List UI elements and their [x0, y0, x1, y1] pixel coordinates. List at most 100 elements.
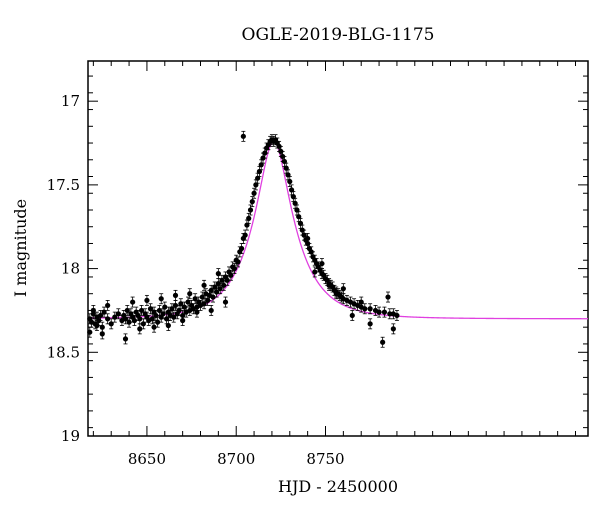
- data-point: [381, 306, 388, 318]
- data-point: [147, 303, 154, 315]
- data-marker: [192, 296, 198, 302]
- data-marker: [221, 282, 227, 288]
- data-marker: [108, 321, 114, 327]
- data-point: [172, 289, 179, 301]
- data-point: [326, 279, 332, 291]
- data-marker: [249, 199, 255, 205]
- data-marker: [124, 307, 130, 314]
- data-point: [162, 301, 168, 313]
- data-marker: [151, 324, 157, 330]
- y-tick-label: 17.5: [47, 176, 80, 194]
- data-marker: [247, 207, 254, 213]
- data-point: [108, 318, 114, 330]
- data-marker: [180, 317, 186, 324]
- data-marker: [319, 260, 325, 267]
- data-marker: [90, 307, 96, 314]
- data-point: [165, 320, 171, 331]
- data-marker: [147, 306, 154, 312]
- data-marker: [162, 304, 168, 310]
- data-point: [251, 187, 257, 199]
- data-marker: [367, 306, 373, 312]
- data-marker: [112, 314, 118, 320]
- data-point: [99, 328, 105, 340]
- data-marker: [185, 299, 191, 305]
- data-point: [194, 306, 200, 318]
- data-point: [380, 336, 386, 348]
- data-point: [151, 321, 157, 333]
- data-point: [344, 294, 350, 306]
- data-point: [180, 315, 186, 326]
- data-marker: [87, 329, 93, 335]
- data-point: [158, 293, 164, 305]
- data-point: [240, 130, 246, 142]
- data-point: [349, 310, 355, 321]
- data-marker: [238, 245, 245, 252]
- data-marker: [235, 259, 241, 265]
- data-point: [390, 323, 396, 335]
- x-tick-label: 8750: [306, 450, 344, 468]
- data-marker: [131, 317, 138, 324]
- data-point: [333, 288, 339, 300]
- data-marker: [349, 312, 355, 319]
- data-marker: [305, 235, 311, 242]
- data-point: [115, 308, 121, 320]
- data-marker: [122, 336, 129, 342]
- chart-title: OGLE-2019-BLG-1175: [242, 25, 435, 45]
- data-marker: [385, 294, 391, 300]
- data-point: [124, 305, 130, 316]
- data-marker: [201, 301, 207, 307]
- data-marker: [130, 299, 136, 305]
- data-point: [201, 279, 207, 291]
- data-marker: [172, 292, 179, 298]
- data-point: [215, 268, 221, 280]
- data-marker: [187, 291, 193, 297]
- data-point: [122, 333, 129, 345]
- data-marker: [105, 316, 111, 322]
- data-marker: [362, 306, 368, 312]
- data-marker: [99, 331, 105, 337]
- data-marker: [312, 269, 318, 275]
- data-marker: [287, 178, 293, 185]
- data-point: [208, 305, 214, 316]
- data-point: [144, 294, 150, 306]
- data-point: [138, 305, 145, 316]
- data-point: [246, 212, 252, 224]
- data-marker: [94, 322, 100, 329]
- data-marker: [155, 319, 161, 325]
- data-marker: [358, 299, 364, 305]
- data-marker: [215, 271, 221, 277]
- data-marker: [201, 282, 207, 288]
- data-marker: [172, 302, 179, 309]
- data-marker: [326, 282, 332, 288]
- data-point: [105, 299, 111, 311]
- data-point: [94, 320, 100, 331]
- x-tick-label: 8700: [217, 450, 255, 468]
- data-marker: [380, 339, 386, 345]
- data-marker: [228, 272, 234, 278]
- data-point: [112, 311, 118, 323]
- data-marker: [376, 309, 382, 315]
- data-marker: [105, 302, 111, 309]
- data-marker: [222, 299, 229, 305]
- data-point: [178, 298, 184, 310]
- data-marker: [217, 286, 223, 292]
- data-marker: [165, 322, 171, 329]
- data-marker: [97, 312, 104, 319]
- data-marker: [340, 286, 346, 292]
- data-marker: [367, 321, 373, 327]
- x-tick-label: 8650: [128, 450, 166, 468]
- data-marker: [394, 312, 400, 319]
- data-point: [90, 305, 96, 316]
- data-marker: [115, 311, 121, 317]
- data-marker: [387, 311, 393, 317]
- data-point: [210, 291, 216, 303]
- data-point: [376, 306, 382, 318]
- data-marker: [122, 316, 129, 322]
- data-point: [358, 296, 364, 308]
- data-marker: [158, 296, 164, 302]
- data-marker: [144, 297, 150, 303]
- data-marker: [178, 301, 184, 307]
- data-point: [312, 266, 318, 278]
- data-marker: [231, 265, 238, 272]
